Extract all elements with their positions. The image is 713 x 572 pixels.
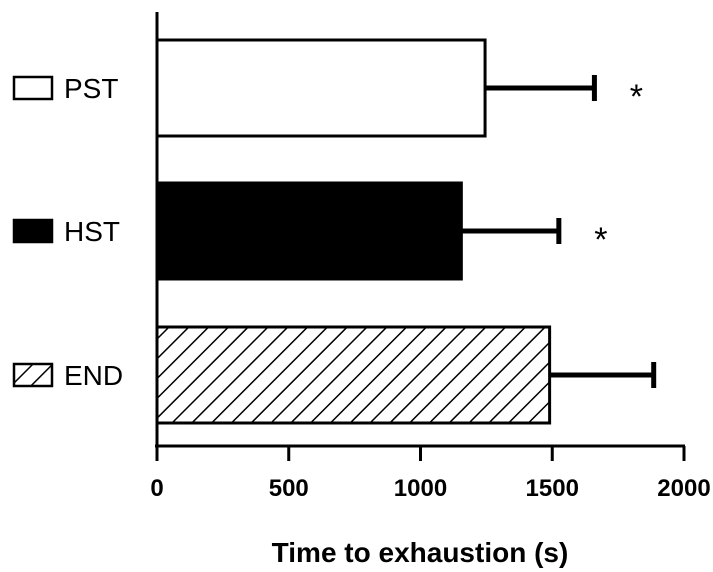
category-label-hst: HST [64, 216, 120, 247]
significance-hst: * [594, 221, 607, 259]
significance-pst: * [630, 78, 643, 116]
category-label-end: END [64, 360, 123, 391]
legend-swatch-end [12, 362, 54, 388]
x-axis-title: Time to exhaustion (s) [272, 537, 569, 568]
x-tick-label-1000: 1000 [394, 475, 447, 502]
x-tick-label-0: 0 [150, 475, 163, 502]
category-label-pst: PST [64, 73, 118, 104]
x-tick-label-1500: 1500 [526, 475, 579, 502]
bar-end [155, 325, 552, 425]
bar-pst [155, 38, 487, 138]
legend-swatch-pst [12, 75, 54, 101]
x-tick-label-2000: 2000 [657, 475, 710, 502]
x-tick-label-500: 500 [269, 475, 309, 502]
bar-hst [155, 181, 463, 281]
legend-swatch-hst [12, 218, 54, 244]
